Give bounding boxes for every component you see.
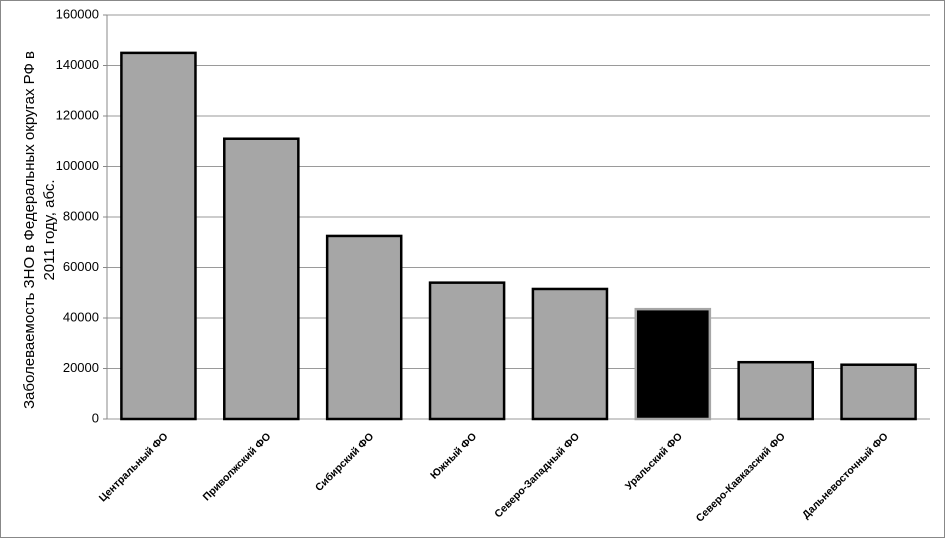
bar [840, 363, 917, 421]
y-axis-title-line: Заболеваемость ЗНО в Федеральных округах… [21, 51, 38, 409]
y-tick-label: 60000 [63, 259, 99, 274]
bar [531, 287, 609, 421]
y-tick-label: 100000 [56, 158, 99, 173]
bar [120, 51, 197, 421]
bar [634, 307, 712, 421]
bar [428, 281, 506, 421]
bar [223, 137, 300, 421]
y-tick-label: 140000 [56, 57, 99, 72]
y-tick-label: 80000 [63, 208, 99, 223]
y-tick-label: 40000 [63, 309, 99, 324]
y-tick-label: 20000 [63, 360, 99, 375]
y-tick-label: 0 [92, 410, 99, 425]
y-tick-label: 120000 [56, 107, 99, 122]
bar [325, 234, 403, 421]
bar [737, 360, 814, 421]
y-axis-title-line: 2011 году, абс. [41, 179, 58, 280]
y-axis-title: Заболеваемость ЗНО в Федеральных округах… [21, 51, 58, 409]
y-tick-label: 160000 [56, 6, 99, 21]
